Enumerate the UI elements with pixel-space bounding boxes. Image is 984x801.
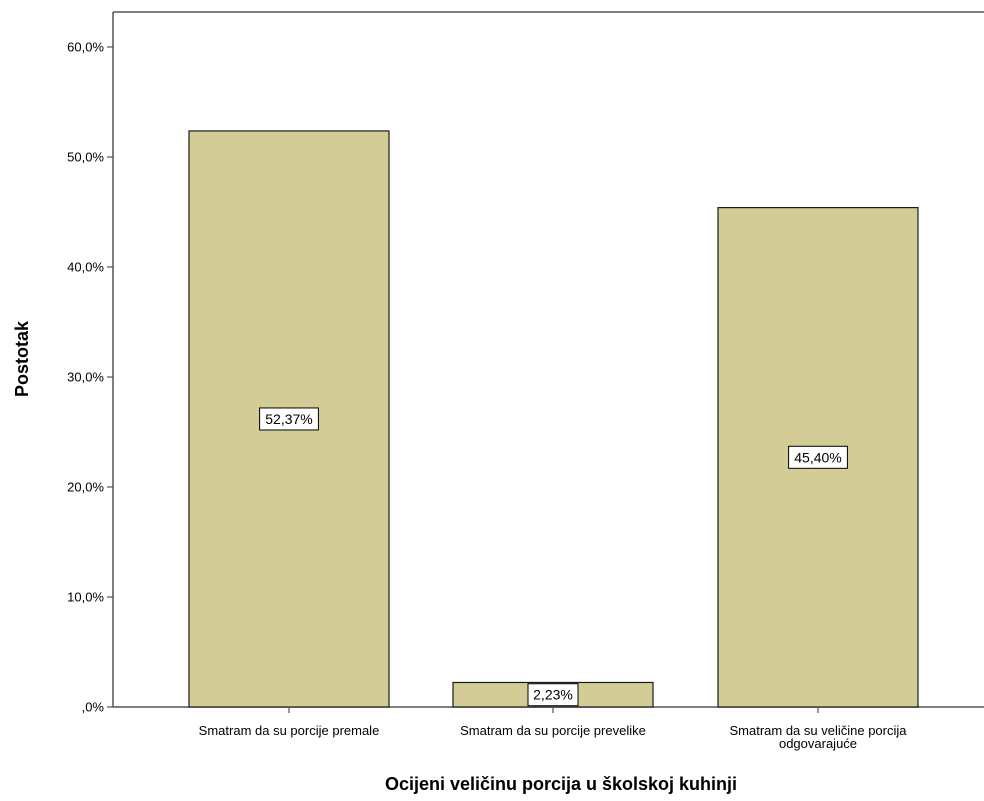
data-label-text: 2,23% [533, 687, 573, 703]
y-tick-label: 60,0% [67, 40, 104, 55]
data-label-box [788, 445, 848, 469]
data-label-box [527, 683, 579, 707]
data-label-text: 52,37% [265, 411, 312, 427]
y-tick-label: 30,0% [67, 370, 104, 385]
data-label-text: 45,40% [794, 449, 841, 465]
x-category-label: Smatram da su porcije prevelike [460, 723, 646, 738]
x-category-label: odgovarajuće [779, 736, 857, 751]
x-category-label: Smatram da su veličine porcija [729, 723, 907, 738]
y-tick-label: 50,0% [67, 150, 104, 165]
data-label: 45,40% [788, 445, 848, 469]
y-tick-label: 40,0% [67, 260, 104, 275]
y-axis: ,0% 10,0% 20,0% 30,0% 40,0% 50,0% 60,0% [67, 40, 113, 715]
y-tick-label: 10,0% [67, 590, 104, 605]
x-axis-title: Ocijeni veličinu porcija u školskoj kuhi… [385, 774, 737, 794]
x-category-label: Smatram da su porcije premale [199, 723, 380, 738]
data-label-box [259, 407, 319, 431]
y-tick-label: ,0% [82, 700, 105, 715]
data-label: 2,23% [527, 683, 579, 707]
y-axis-title: Postotak [12, 320, 32, 397]
data-labels: 52,37% 2,23% 45,40% [259, 407, 848, 707]
data-label: 52,37% [259, 407, 319, 431]
y-tick-label: 20,0% [67, 480, 104, 495]
x-axis-categories: Smatram da su porcije premale Smatram da … [199, 707, 907, 751]
